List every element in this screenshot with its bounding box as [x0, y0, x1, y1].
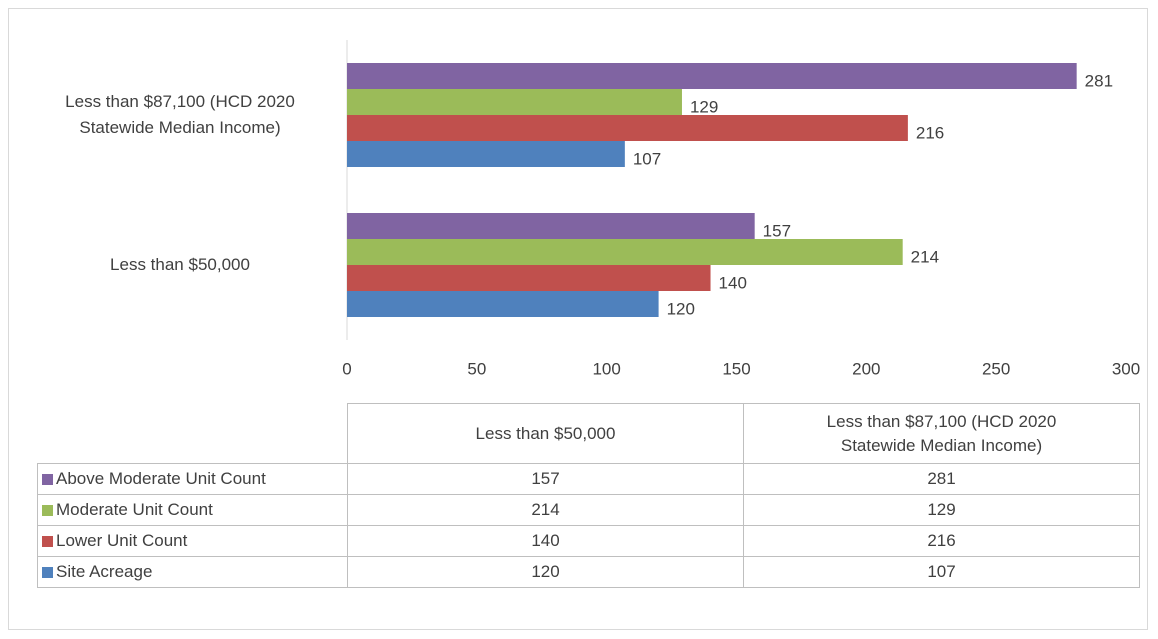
y-tick-label: Less than $50,000	[110, 255, 250, 274]
legend-swatch	[42, 535, 53, 547]
table-value-cell: 157	[347, 463, 744, 495]
chart-frame	[8, 8, 1148, 630]
table-value-cell: 120	[347, 556, 744, 588]
x-tick-label: 200	[852, 359, 880, 378]
bar	[347, 265, 711, 291]
bar	[347, 141, 625, 167]
legend-swatch	[42, 566, 53, 578]
legend-label: Lower Unit Count	[56, 531, 188, 550]
x-tick-label: 0	[342, 359, 351, 378]
value-label: 120	[667, 299, 695, 318]
legend-cell: Lower Unit Count	[37, 525, 348, 557]
legend-cell: Site Acreage	[37, 556, 348, 588]
bar	[347, 115, 908, 141]
bar	[347, 213, 755, 239]
legend-cell: Moderate Unit Count	[37, 494, 348, 526]
value-label: 281	[1085, 71, 1113, 90]
value-label: 129	[690, 97, 718, 116]
bar	[347, 89, 682, 115]
bar	[347, 291, 659, 317]
legend-swatch	[42, 504, 53, 516]
table-value-cell: 214	[347, 494, 744, 526]
table-value-cell: 129	[743, 494, 1140, 526]
table-value-cell: 216	[743, 525, 1140, 557]
value-label: 157	[763, 221, 791, 240]
bar	[347, 63, 1077, 89]
x-tick-label: 250	[982, 359, 1010, 378]
value-label: 216	[916, 123, 944, 142]
table-value-cell: 281	[743, 463, 1140, 495]
legend-swatch	[42, 473, 53, 485]
legend-cell: Above Moderate Unit Count	[37, 463, 348, 495]
y-tick-label: Less than $87,100 (HCD 2020 Statewide Me…	[65, 92, 295, 137]
legend-label: Site Acreage	[56, 562, 153, 581]
bar	[347, 239, 903, 265]
x-tick-label: 50	[467, 359, 486, 378]
value-label: 214	[911, 247, 939, 266]
table-header-cell: Less than $87,100 (HCD 2020 Statewide Me…	[743, 403, 1140, 464]
value-label: 140	[719, 273, 747, 292]
x-tick-label: 150	[722, 359, 750, 378]
header-text: Less than $87,100 (HCD 2020 Statewide Me…	[826, 411, 1057, 455]
legend-label: Above Moderate Unit Count	[56, 469, 266, 488]
value-label: 107	[633, 149, 661, 168]
x-tick-label: 100	[592, 359, 620, 378]
table-value-cell: 107	[743, 556, 1140, 588]
table-value-cell: 140	[347, 525, 744, 557]
table-header-cell: Less than $50,000	[347, 403, 744, 464]
legend-label: Moderate Unit Count	[56, 500, 213, 519]
header-text: Less than $50,000	[475, 423, 616, 443]
x-tick-label: 300	[1112, 359, 1140, 378]
